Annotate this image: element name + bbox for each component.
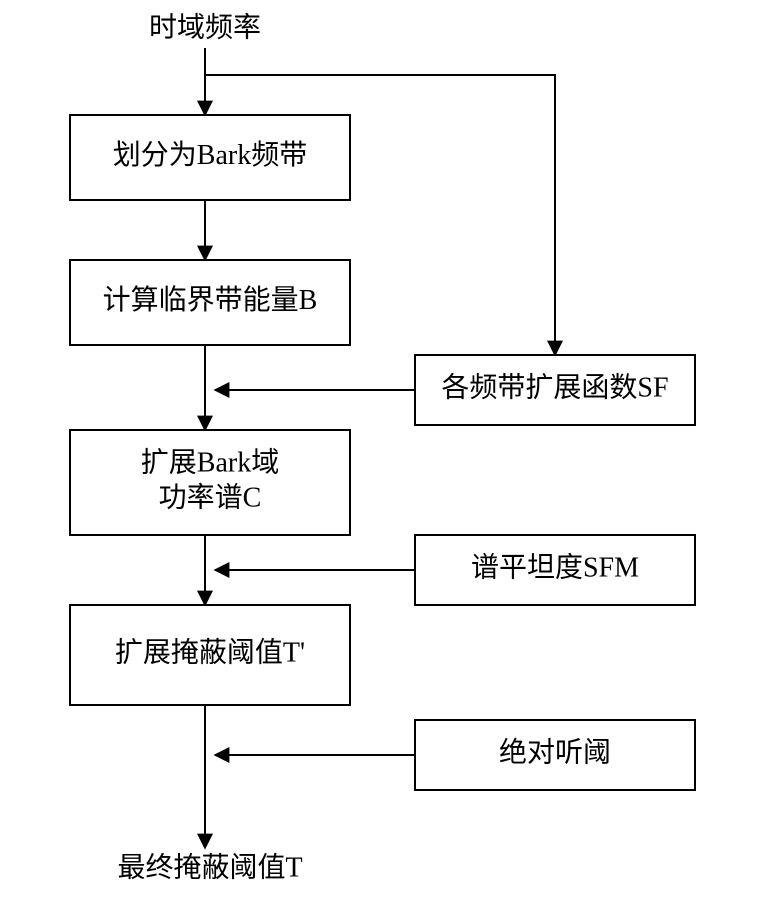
node-n4: 扩展掩蔽阈值T' xyxy=(70,605,350,705)
node-r3: 绝对听阈 xyxy=(415,720,695,790)
node-r2: 谱平坦度SFM xyxy=(415,535,695,605)
node-start: 时域频率 xyxy=(149,11,261,43)
node-r1-label-0: 各频带扩展函数SF xyxy=(441,371,668,403)
node-end-label: 最终掩蔽阈值T xyxy=(117,851,302,883)
node-end: 最终掩蔽阈值T xyxy=(117,851,302,883)
node-r3-label-0: 绝对听阈 xyxy=(499,736,611,768)
node-n1: 划分为Bark频带 xyxy=(70,115,350,200)
node-n3: 扩展Bark域功率谱C xyxy=(70,430,350,535)
flowchart-canvas: 时域频率划分为Bark频带计算临界带能量B 扩展Bark域功率谱C 扩展掩蔽阈值T'… xyxy=(0,0,763,910)
node-r2-label-0: 谱平坦度SFM xyxy=(471,551,639,583)
node-n2: 计算临界带能量B xyxy=(70,260,350,345)
node-r1: 各频带扩展函数SF xyxy=(415,355,695,425)
node-start-label: 时域频率 xyxy=(149,11,261,43)
node-n2-label-0: 计算临界带能量B xyxy=(103,284,318,316)
node-n3-label-0: 扩展Bark域 xyxy=(141,446,279,478)
node-n3-label-1: 功率谱C xyxy=(159,481,262,513)
node-n1-label-0: 划分为Bark频带 xyxy=(113,139,307,171)
node-n4-label-0: 扩展掩蔽阈值T' xyxy=(115,636,305,668)
